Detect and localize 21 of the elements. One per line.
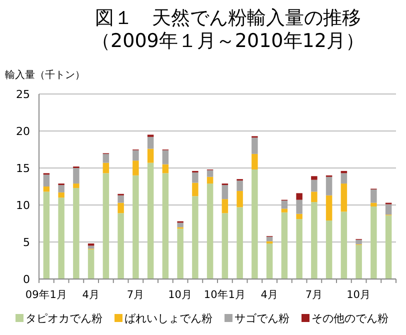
x-tick-label: 10年1月 [204,289,246,301]
y-tick-label: 15 [16,162,30,175]
x-tick-label: 10月 [168,289,192,301]
y-axis-title: 輸入量（千トン） [5,69,85,81]
legend-label: ばれいしょでん粉 [124,312,212,325]
chart-subtitle: （2009年１月～2010年12月） [92,30,364,52]
y-tick-label: 25 [16,88,30,101]
y-tick-label: 5 [23,236,30,249]
x-tick-label: 7月 [126,289,145,301]
x-tick-label: 09年1月 [25,289,68,301]
x-tick-label: 4月 [260,289,278,301]
legend-label: その他のでん粉 [312,312,388,325]
x-tick-label: 7月 [305,289,324,301]
y-tick-label: 20 [16,125,30,138]
y-tick-label: 10 [16,199,30,212]
x-tick-label: 4月 [82,289,100,301]
chart-title: 図１ 天然でん粉輸入量の推移 [95,7,361,29]
y-tick-label: 0 [23,273,30,286]
legend-label: タピオカでん粉 [26,312,102,325]
legend-label: サゴでん粉 [234,312,290,325]
x-tick-label: 10月 [346,289,371,301]
